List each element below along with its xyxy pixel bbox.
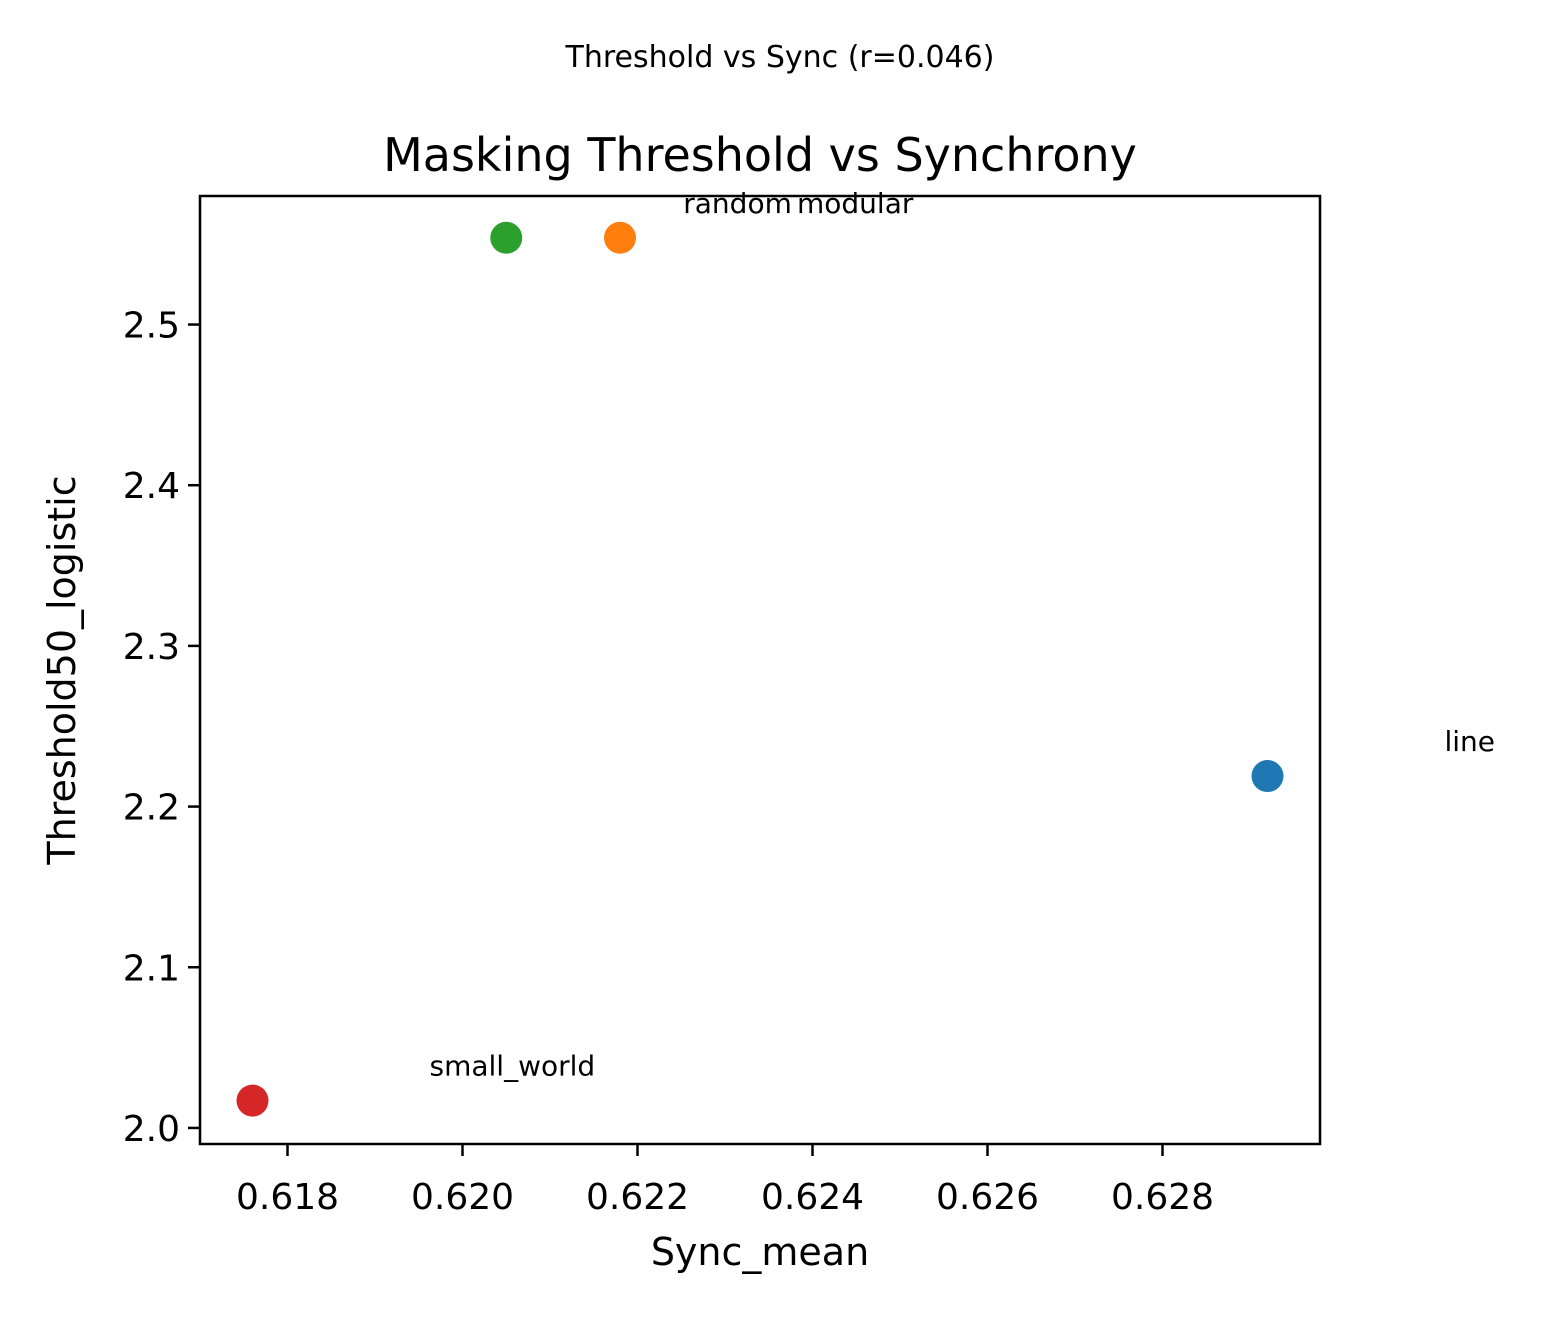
x-axis-label: Sync_mean — [651, 1230, 869, 1274]
y-tick-label: 2.4 — [123, 466, 180, 507]
chart-title: Masking Threshold vs Synchrony — [383, 128, 1137, 182]
data-point-line — [1252, 760, 1284, 792]
y-tick-label: 2.1 — [123, 948, 180, 989]
data-point-random — [490, 222, 522, 254]
x-tick-label: 0.628 — [1111, 1177, 1214, 1218]
data-point-small-world — [237, 1085, 269, 1117]
x-tick-label: 0.622 — [586, 1177, 689, 1218]
y-tick-label: 2.5 — [123, 306, 180, 347]
point-label-small-world: small_world — [430, 1050, 596, 1083]
x-tick-label: 0.626 — [936, 1177, 1039, 1218]
data-point-modular — [604, 222, 636, 254]
figure-suptitle: Threshold vs Sync (r=0.046) — [565, 40, 995, 75]
y-axis-label: Threshold50_logistic — [40, 475, 84, 865]
point-label-modular: modular — [797, 187, 914, 220]
y-tick-label: 2.0 — [123, 1109, 180, 1150]
y-tick-label: 2.2 — [123, 788, 180, 829]
x-tick-label: 0.620 — [411, 1177, 514, 1218]
axes-frame — [200, 196, 1320, 1144]
x-tick-label: 0.618 — [236, 1177, 339, 1218]
y-tick-label: 2.3 — [123, 627, 180, 668]
point-label-line: line — [1445, 725, 1496, 758]
y-axis: 2.0 2.1 2.2 2.3 2.4 2.5 — [123, 306, 200, 1150]
x-tick-label: 0.624 — [761, 1177, 864, 1218]
point-label-random: random — [683, 187, 792, 220]
x-axis: 0.618 0.620 0.622 0.624 0.626 0.628 — [236, 1144, 1214, 1218]
